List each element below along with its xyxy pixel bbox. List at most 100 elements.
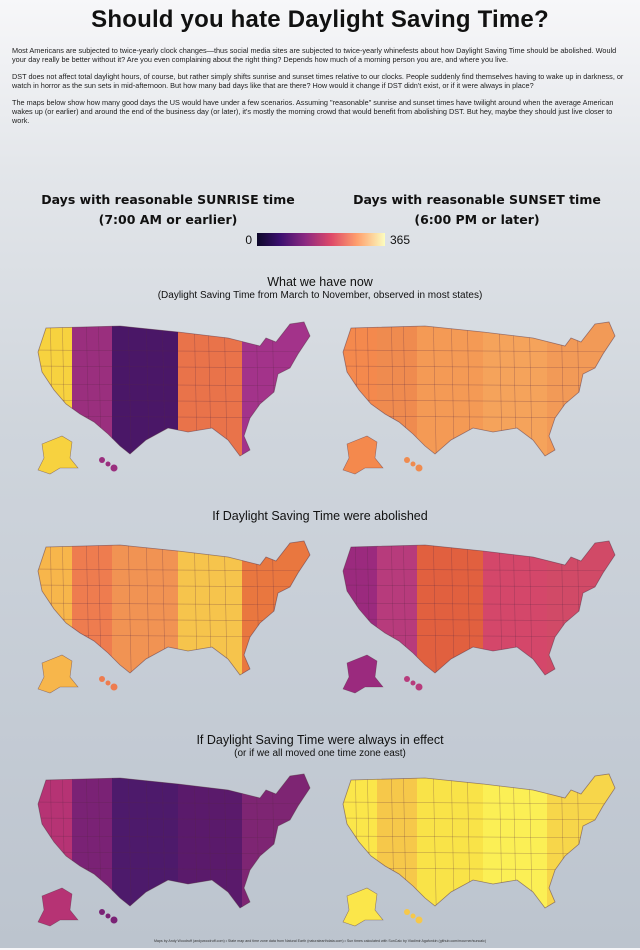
section-subtitle-current: (Daylight Saving Time from March to Nove… [157, 290, 483, 301]
us-outline [37, 321, 311, 457]
time-zone-region [547, 774, 615, 908]
section-title-abolished: If Daylight Saving Time were abolished [212, 509, 428, 523]
hawaii-island [99, 676, 105, 682]
state-border [223, 774, 229, 908]
hawaii-island [415, 683, 423, 691]
sunrise-header-sub: (7:00 AM or earlier) [98, 212, 238, 227]
state-border [343, 568, 615, 572]
state-border [343, 584, 615, 588]
state-border [450, 322, 456, 456]
time-zone-region [547, 541, 615, 675]
us-outline [37, 540, 311, 676]
us-map-svg [37, 540, 311, 694]
legend-max-label: 365 [390, 233, 411, 247]
state-border [498, 541, 504, 675]
map-current-sunrise [28, 308, 328, 493]
state-border [97, 322, 103, 456]
intro-paragraph: DST does not affect total daylight hours… [12, 71, 624, 91]
hawaii-island [99, 457, 105, 463]
state-border [343, 349, 615, 353]
time-zone-region [242, 774, 310, 908]
alaska-shape [37, 887, 79, 927]
state-border [576, 774, 582, 908]
color-scale-bar [257, 233, 385, 246]
state-border [402, 541, 408, 675]
time-zone-region [547, 322, 615, 456]
us-map-svg [342, 540, 616, 694]
credits-footer: Maps by Andy Woodruff (andywoodruff.com)… [153, 939, 487, 943]
state-border [450, 774, 456, 908]
state-border [85, 774, 91, 908]
hawaii-island [404, 676, 410, 682]
state-border [528, 322, 534, 456]
us-map-svg [342, 773, 616, 927]
us-outline [342, 773, 616, 909]
state-border [85, 322, 91, 456]
state-border [343, 817, 615, 821]
state-border [97, 541, 103, 675]
state-border [390, 322, 396, 456]
page-title: Should you hate Daylight Saving Time? [91, 6, 549, 33]
state-border [366, 774, 372, 908]
state-border [38, 365, 310, 369]
alaska-shape [37, 435, 79, 475]
section-title-always: If Daylight Saving Time were always in e… [196, 733, 444, 747]
hawaii-island [410, 680, 416, 686]
hawaii-island [410, 913, 416, 919]
state-border [432, 774, 438, 908]
us-outline [342, 540, 616, 676]
state-border [432, 541, 438, 675]
state-border [38, 817, 310, 821]
state-border [512, 541, 518, 675]
state-border [576, 322, 582, 456]
state-border [432, 322, 438, 456]
hawaii-island [99, 909, 105, 915]
hawaii-island [110, 683, 118, 691]
hawaii-island [105, 913, 111, 919]
state-border [61, 322, 67, 456]
state-border [161, 322, 167, 456]
hawaii-island [415, 916, 423, 924]
state-border [161, 774, 167, 908]
hawaii-island [404, 457, 410, 463]
alaska-shape [342, 887, 384, 927]
time-zone-region [242, 541, 310, 675]
alaska-shape [37, 654, 79, 694]
map-always-sunset [333, 760, 633, 945]
state-border [207, 774, 213, 908]
alaska-shape [342, 435, 384, 475]
state-border [466, 774, 472, 908]
state-border [207, 541, 213, 675]
state-border [512, 322, 518, 456]
state-border [61, 541, 67, 675]
state-border [271, 322, 277, 456]
sunrise-header-title: Days with reasonable SUNRISE time [41, 192, 295, 207]
state-border [193, 322, 199, 456]
sunset-column-header: Days with reasonable SUNSET time (6:00 P… [327, 190, 627, 230]
state-border [498, 774, 504, 908]
intro-paragraph: The maps below show how many good days t… [12, 97, 614, 126]
state-border [466, 541, 472, 675]
section-title-current: What we have now [267, 275, 373, 289]
state-border [390, 541, 396, 675]
state-border [127, 774, 133, 908]
intro-paragraph: Most Americans are subjected to twice-ye… [12, 46, 617, 65]
state-border [528, 541, 534, 675]
hawaii-island [105, 680, 111, 686]
state-border [127, 322, 133, 456]
state-border [271, 541, 277, 675]
state-border [402, 322, 408, 456]
state-border [343, 365, 615, 369]
us-outline [342, 321, 616, 457]
section-subtitle-always: (or if we all moved one time zone east) [234, 748, 406, 759]
state-border [402, 774, 408, 908]
state-border [207, 322, 213, 456]
state-border [466, 322, 472, 456]
state-border [512, 774, 518, 908]
state-border [161, 541, 167, 675]
state-border [193, 774, 199, 908]
hawaii-island [110, 916, 118, 924]
us-map-svg [37, 773, 311, 927]
state-border [38, 584, 310, 588]
state-border [145, 774, 151, 908]
